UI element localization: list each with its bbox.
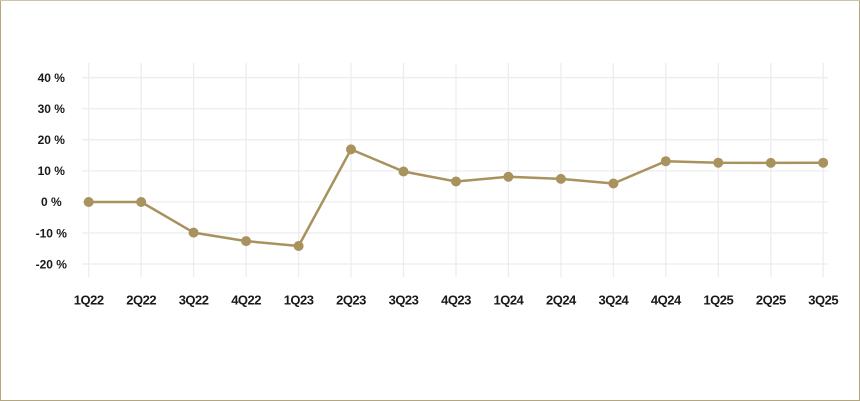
svg-text:4Q23: 4Q23 bbox=[441, 293, 471, 308]
svg-text:3Q24: 3Q24 bbox=[598, 293, 629, 308]
svg-text:0 %: 0 % bbox=[41, 195, 62, 209]
svg-text:3Q22: 3Q22 bbox=[179, 293, 209, 308]
svg-text:3Q23: 3Q23 bbox=[389, 293, 419, 308]
svg-text:1Q25: 1Q25 bbox=[703, 293, 733, 308]
svg-text:10 %: 10 % bbox=[38, 164, 66, 178]
svg-text:1Q24: 1Q24 bbox=[493, 293, 524, 308]
svg-text:2Q22: 2Q22 bbox=[126, 293, 156, 308]
svg-text:1Q23: 1Q23 bbox=[284, 293, 314, 308]
svg-text:2Q24: 2Q24 bbox=[546, 293, 577, 308]
svg-text:-20 %: -20 % bbox=[36, 257, 68, 271]
svg-text:3Q25: 3Q25 bbox=[808, 293, 838, 308]
svg-text:30 %: 30 % bbox=[38, 102, 66, 116]
svg-text:40 %: 40 % bbox=[38, 71, 66, 85]
svg-text:20 %: 20 % bbox=[38, 133, 66, 147]
svg-text:1Q22: 1Q22 bbox=[74, 293, 104, 308]
svg-text:2Q25: 2Q25 bbox=[756, 293, 786, 308]
svg-text:2Q23: 2Q23 bbox=[336, 293, 366, 308]
svg-text:-10 %: -10 % bbox=[36, 226, 68, 240]
svg-text:4Q22: 4Q22 bbox=[231, 293, 261, 308]
svg-text:4Q24: 4Q24 bbox=[651, 293, 682, 308]
